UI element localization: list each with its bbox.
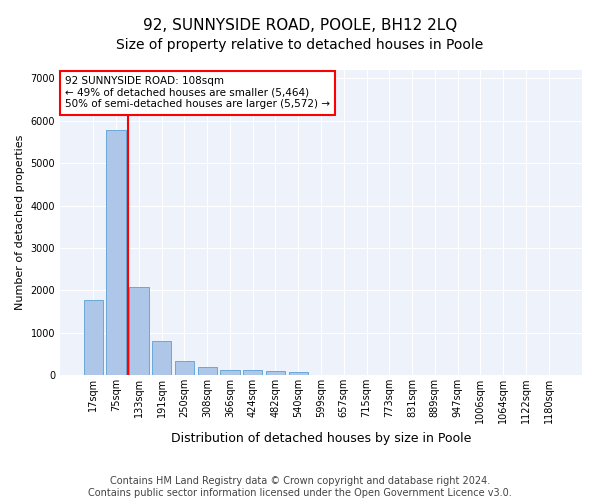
Bar	[289, 372, 308, 375]
X-axis label: Distribution of detached houses by size in Poole: Distribution of detached houses by size …	[171, 432, 471, 444]
Text: Contains HM Land Registry data © Crown copyright and database right 2024.
Contai: Contains HM Land Registry data © Crown c…	[88, 476, 512, 498]
Bar	[129, 288, 149, 375]
Bar	[152, 341, 172, 375]
Bar	[266, 371, 285, 375]
Text: Size of property relative to detached houses in Poole: Size of property relative to detached ho…	[116, 38, 484, 52]
Bar	[106, 130, 126, 375]
Bar	[175, 360, 194, 375]
Bar	[220, 370, 239, 375]
Y-axis label: Number of detached properties: Number of detached properties	[15, 135, 25, 310]
Bar	[84, 300, 103, 375]
Bar	[197, 366, 217, 375]
Text: 92 SUNNYSIDE ROAD: 108sqm
← 49% of detached houses are smaller (5,464)
50% of se: 92 SUNNYSIDE ROAD: 108sqm ← 49% of detac…	[65, 76, 330, 110]
Text: 92, SUNNYSIDE ROAD, POOLE, BH12 2LQ: 92, SUNNYSIDE ROAD, POOLE, BH12 2LQ	[143, 18, 457, 32]
Bar	[243, 370, 262, 375]
